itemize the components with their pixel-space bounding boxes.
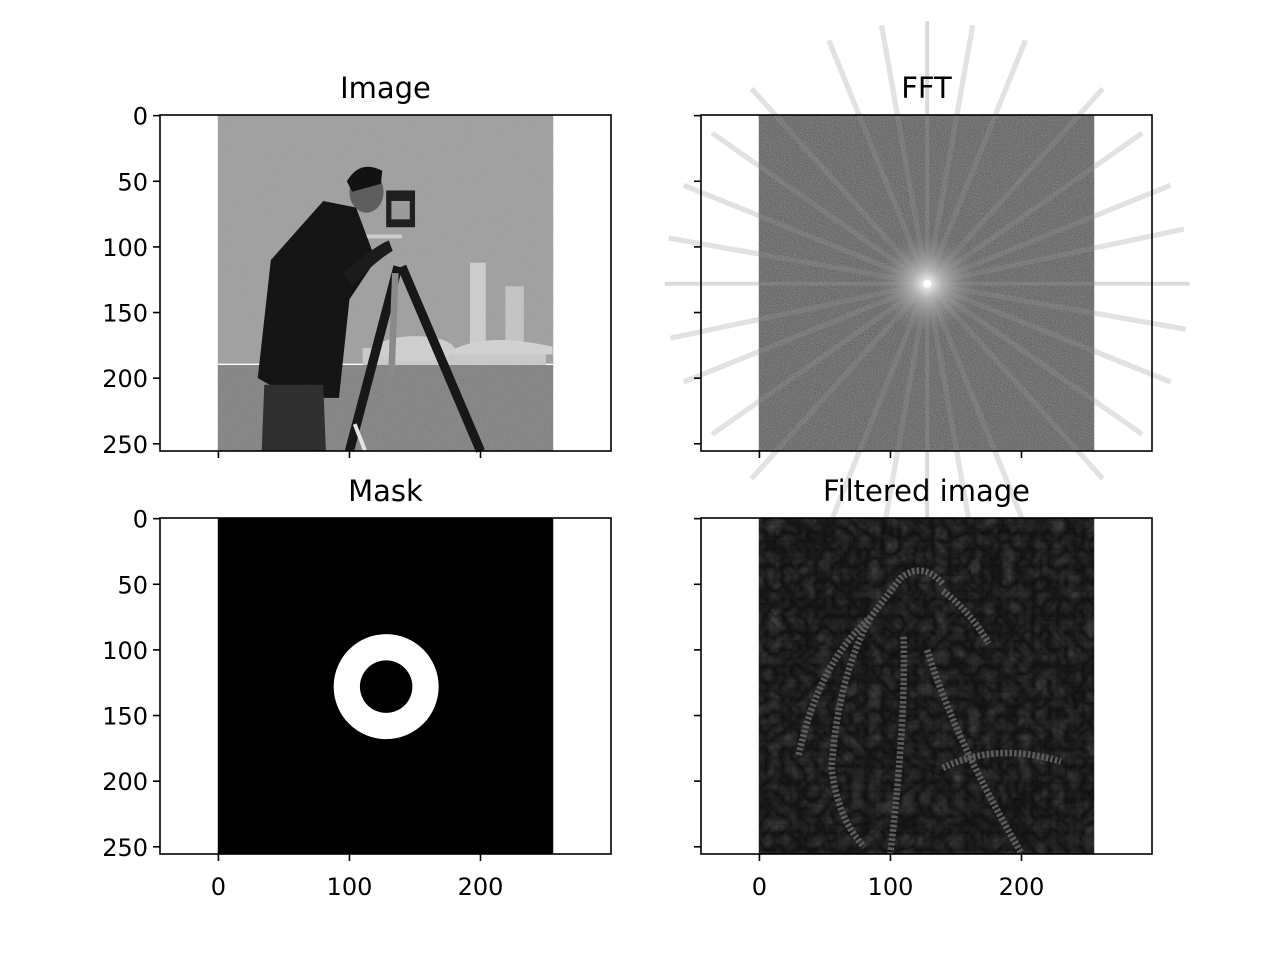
image-fft-magnitude	[664, 21, 1190, 547]
y-tick-label: 0	[133, 103, 148, 131]
y-tick-label: 250	[102, 431, 148, 459]
y-tick-label: 50	[117, 168, 148, 196]
axes-frame	[159, 517, 612, 855]
subplot-1: Image 0 50 100 150 200 250	[102, 71, 612, 459]
y-tick-label: 0	[133, 506, 148, 534]
subplot-2: FFT	[664, 21, 1190, 547]
x-tick-label: 0	[752, 873, 767, 901]
y-tick-label: 150	[102, 703, 148, 731]
mask-ring-inner	[359, 660, 413, 713]
axes-frame	[159, 114, 612, 452]
x-tick-label: 200	[458, 873, 504, 901]
filtered-edge	[795, 567, 946, 756]
filtered-edge	[887, 636, 908, 854]
y-tick-label: 50	[117, 571, 148, 599]
axes-frame	[700, 114, 1153, 452]
fft-dc-peak	[923, 279, 932, 288]
subplot-4: Filtered image 0 100 200	[694, 474, 1153, 901]
x-tick-label: 100	[868, 873, 914, 901]
image-grain	[217, 115, 554, 451]
subplot-3: Mask 0 100 200 0 50 100 150 200 250	[102, 474, 612, 901]
image-band-pass-filtered	[758, 518, 1095, 856]
filtered-edge	[941, 749, 1062, 771]
x-tick-label: 100	[327, 873, 373, 901]
subplot-title: Filtered image	[823, 474, 1030, 508]
y-tick-label: 100	[102, 637, 148, 665]
filtered-edge	[924, 648, 1025, 856]
x-tick-label: 0	[211, 873, 226, 901]
y-tick-label: 250	[102, 834, 148, 862]
subplot-title: Mask	[348, 474, 423, 508]
y-tick-label: 200	[102, 365, 148, 393]
subplot-title: Image	[340, 71, 431, 105]
x-tick-label: 200	[999, 873, 1045, 901]
subplot-title: FFT	[901, 71, 952, 105]
y-tick-label: 150	[102, 300, 148, 328]
axes-frame	[700, 517, 1153, 855]
y-tick-label: 200	[102, 768, 148, 796]
filtered-texture	[758, 518, 1095, 854]
image-cameraman	[217, 115, 554, 453]
filtered-edge	[828, 615, 874, 850]
image-ring-mask	[217, 518, 554, 854]
y-tick-label: 100	[102, 234, 148, 262]
filtered-edge	[940, 588, 992, 646]
